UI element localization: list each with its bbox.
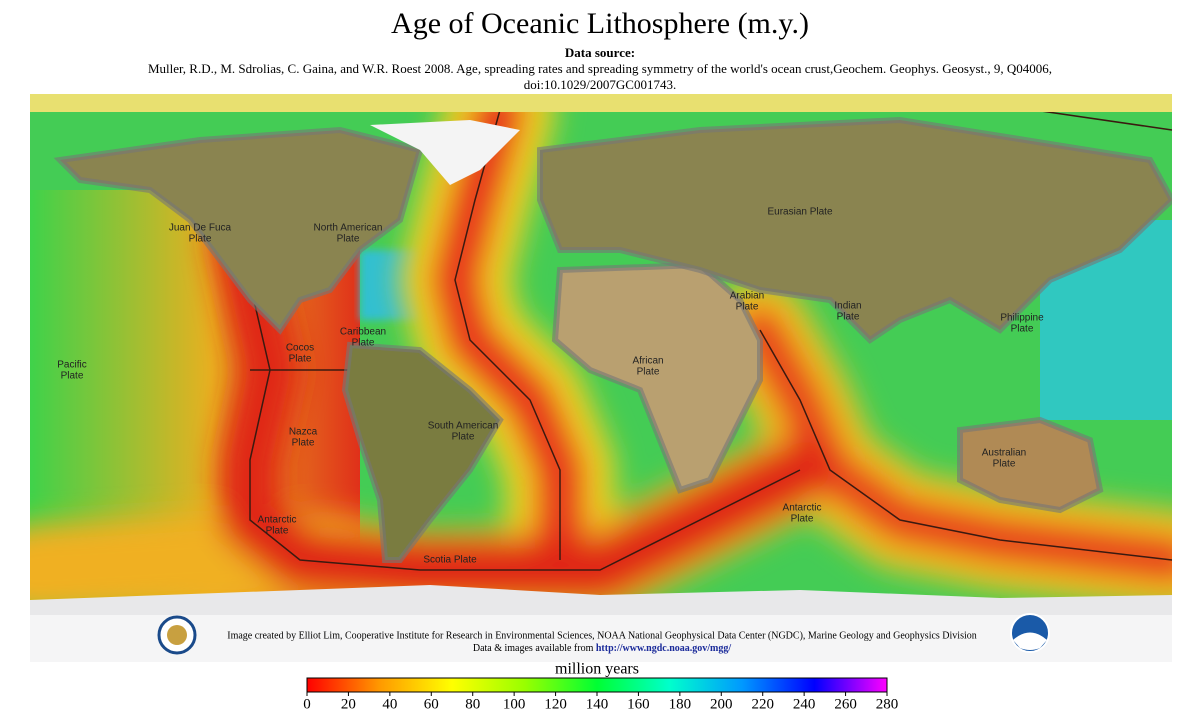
plate-label-line: Caribbean (340, 327, 386, 338)
colorbar-tick-label: 220 (751, 696, 774, 712)
plate-label-line: Indian (834, 301, 861, 312)
source-doi: doi:10.1029/2007GC001743. (524, 77, 676, 92)
colorbar-tick-label: 280 (876, 696, 899, 712)
plate-label-line: Plate (337, 234, 360, 245)
plate-label-line: Juan De Fuca (169, 223, 232, 234)
plate-label-line: Australian (982, 448, 1026, 459)
plate-label-line: Plate (292, 438, 315, 449)
plate-label: Scotia Plate (423, 555, 477, 566)
colorbar-tick-label: 180 (669, 696, 692, 712)
colorbar-tick-label: 40 (382, 696, 397, 712)
credit-link[interactable]: http://www.ngdc.noaa.gov/mgg/ (596, 643, 732, 654)
colorbar-tick-label: 0 (303, 696, 311, 712)
plate-label-line: Plate (791, 514, 814, 525)
plate-label-line: South American (428, 421, 499, 432)
plate-label-line: Eurasian Plate (767, 207, 832, 218)
plate-label-line: Plate (993, 459, 1016, 470)
plate-label-line: Plate (1011, 324, 1034, 335)
plate-label-line: Antarctic (258, 515, 297, 526)
plate-label: Eurasian Plate (767, 207, 832, 218)
colorbar-tick-label: 20 (341, 696, 356, 712)
colorbar-tick-label: 80 (465, 696, 480, 712)
plate-label-line: Arabian (730, 291, 764, 302)
plate-label-line: Scotia Plate (423, 555, 477, 566)
credit-line: Data & images available from http://www.… (473, 643, 732, 654)
plate-label-line: Pacific (57, 360, 86, 371)
plate-label-line: Cocos (286, 343, 314, 354)
logo-noaa (1010, 613, 1050, 653)
colorbar-tick-label: 140 (586, 696, 609, 712)
plate-label-line: Philippine (1000, 313, 1044, 324)
plate-label-line: Plate (266, 526, 289, 537)
colorbar-label: million years (555, 661, 639, 678)
plate-label-line: Plate (736, 302, 759, 313)
title: Age of Oceanic Lithosphere (m.y.) (391, 7, 809, 40)
plate-label-line: Nazca (289, 427, 318, 438)
plate-label-line: African (632, 356, 663, 367)
plate-label-line: Plate (61, 371, 84, 382)
colorbar-tick-label: 100 (503, 696, 526, 712)
plate-label-line: Plate (352, 338, 375, 349)
colorbar-tick-label: 160 (627, 696, 650, 712)
colorbar-tick-label: 200 (710, 696, 733, 712)
colorbar-tick-label: 60 (424, 696, 439, 712)
plate-label-line: Plate (289, 354, 312, 365)
colorbar: million years 0 20 40 60 80 100 120 140 160 180 20… (303, 661, 898, 713)
logo-doc (157, 615, 197, 655)
credit: Image created by Elliot Lim, Cooperative… (227, 630, 977, 641)
credit-prefix: Data & images available from (473, 643, 594, 654)
plate-label-line: Plate (452, 432, 475, 443)
colorbar-tick-label: 260 (834, 696, 857, 712)
colorbar-gradient (306, 677, 888, 693)
source-text: Muller, R.D., M. Sdrolias, C. Gaina, and… (148, 61, 1052, 76)
colorbar-tick-label: 240 (793, 696, 816, 712)
plate-label-line: Plate (189, 234, 212, 245)
plate-label-line: Plate (637, 367, 660, 378)
plate-label-line: Antarctic (783, 503, 822, 514)
plate-label-line: North American (314, 223, 383, 234)
colorbar-tick-label: 120 (544, 696, 567, 712)
plate-label-line: Plate (837, 312, 860, 323)
source-heading: Data source: (565, 45, 635, 60)
